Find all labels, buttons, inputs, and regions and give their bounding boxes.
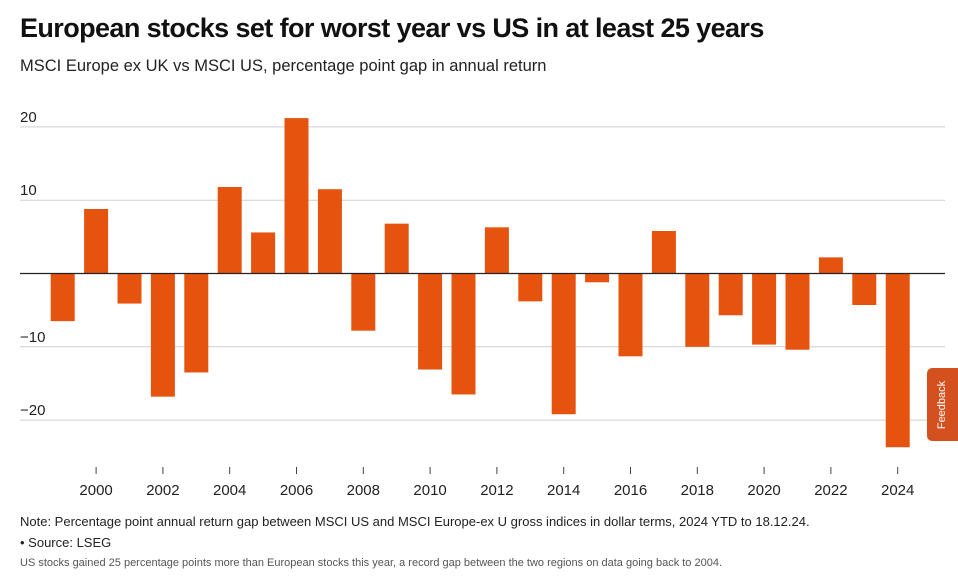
feedback-button[interactable]: Feedback xyxy=(927,368,958,441)
x-tick-label: 2006 xyxy=(280,482,313,499)
x-tick-label: 2016 xyxy=(614,482,647,499)
x-tick-label: 2014 xyxy=(547,482,580,499)
y-tick-label: −10 xyxy=(20,329,45,346)
bar-2002 xyxy=(150,273,175,397)
chart-title: European stocks set for worst year vs US… xyxy=(20,13,764,43)
bar-2014 xyxy=(551,273,576,415)
x-tick-label: 2022 xyxy=(814,482,847,499)
bar-2000 xyxy=(84,208,109,274)
bar-2004 xyxy=(217,187,242,274)
bar-2023 xyxy=(852,273,877,306)
chart-note: Note: Percentage point annual return gap… xyxy=(20,514,810,529)
bar-2001 xyxy=(117,273,142,304)
bar-2020 xyxy=(752,273,777,345)
x-tick-label: 2010 xyxy=(413,482,446,499)
x-tick-label: 2024 xyxy=(881,482,914,499)
x-tick-label: 2004 xyxy=(213,482,246,499)
y-tick-label: −20 xyxy=(20,402,45,419)
x-tick-label: 2008 xyxy=(347,482,380,499)
y-tick-label: 10 xyxy=(20,182,37,199)
x-tick-label: 2000 xyxy=(79,482,112,499)
bar-2013 xyxy=(518,273,543,302)
bar-2019 xyxy=(718,273,743,316)
bar-2012 xyxy=(484,227,509,274)
bar-2006 xyxy=(284,118,309,274)
bars xyxy=(50,118,910,448)
bar-2003 xyxy=(184,273,209,373)
bar-2022 xyxy=(818,257,843,274)
bar-2005 xyxy=(251,232,276,274)
bar-2017 xyxy=(651,230,676,274)
x-tick-label: 2012 xyxy=(480,482,513,499)
chart-caption: US stocks gained 25 percentage points mo… xyxy=(20,557,723,569)
bar-2007 xyxy=(317,189,342,274)
bar-2010 xyxy=(418,273,443,370)
bar-2018 xyxy=(685,273,710,347)
bar-2016 xyxy=(618,273,643,357)
x-tick-label: 2020 xyxy=(747,482,780,499)
bar-2024 xyxy=(885,273,910,448)
feedback-label: Feedback xyxy=(936,380,949,429)
chart-source: • Source: LSEG xyxy=(20,535,112,550)
y-tick-label: 20 xyxy=(20,109,37,126)
x-tick-label: 2002 xyxy=(146,482,179,499)
bar-2009 xyxy=(384,223,409,274)
bar-2008 xyxy=(351,273,376,331)
chart-subtitle: MSCI Europe ex UK vs MSCI US, percentage… xyxy=(20,57,547,75)
bar-2015 xyxy=(585,273,610,283)
bar-1999 xyxy=(50,273,75,322)
bar-2021 xyxy=(785,273,810,350)
bar-2011 xyxy=(451,273,476,395)
x-tick-label: 2018 xyxy=(681,482,714,499)
